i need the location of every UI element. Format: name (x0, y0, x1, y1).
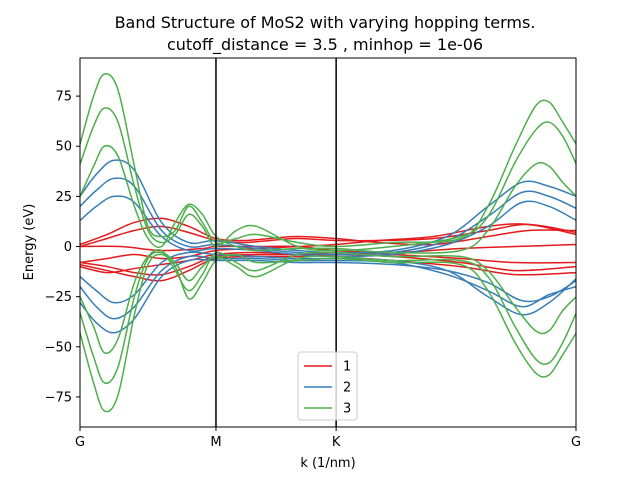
series-1-band-5 (80, 251, 576, 276)
y-tick-label: −25 (45, 290, 72, 305)
y-axis-ticks: −75 −50 −25 0 25 50 75 (45, 90, 80, 405)
legend-label-2: 2 (343, 381, 351, 396)
legend-label-1: 1 (343, 360, 351, 375)
y-tick-label: 75 (55, 90, 72, 105)
series-1-band-1 (80, 217, 576, 246)
data-layer (80, 73, 576, 413)
legend-box (297, 351, 358, 421)
y-tick-label: 0 (64, 240, 72, 255)
legend-label-3: 3 (343, 402, 351, 417)
chart-title: Band Structure of MoS2 with varying hopp… (115, 13, 536, 32)
y-tick-label: −50 (45, 340, 72, 355)
y-tick-label: 50 (55, 140, 72, 155)
x-tick-label: G (571, 435, 581, 450)
legend: 1 2 3 (297, 351, 358, 421)
series-1-band-3 (80, 223, 576, 264)
series-1-band-7 (80, 251, 576, 276)
series-3-band-5 (80, 251, 576, 385)
series-2-band-1 (80, 159, 576, 254)
series-2-band-5 (80, 255, 576, 320)
series-3-band-6 (80, 253, 576, 413)
series-3-band-4 (80, 248, 576, 354)
y-tick-label: −75 (45, 390, 72, 405)
x-axis-label: k (1/nm) (300, 456, 355, 471)
series-2-band-3 (80, 195, 576, 258)
y-tick-label: 25 (55, 190, 72, 205)
series-3-band-3 (80, 144, 576, 254)
y-axis-label: Energy (eV) (22, 204, 37, 281)
chart-subtitle: cutoff_distance = 3.5 , minhop = 1e-06 (167, 35, 483, 55)
series-3-band-2 (80, 107, 576, 252)
series-3-band-1 (80, 73, 576, 248)
x-tick-label: M (210, 435, 221, 450)
plot-frame (79, 57, 577, 428)
x-tick-label: K (332, 435, 341, 450)
x-tick-label: G (75, 435, 85, 450)
